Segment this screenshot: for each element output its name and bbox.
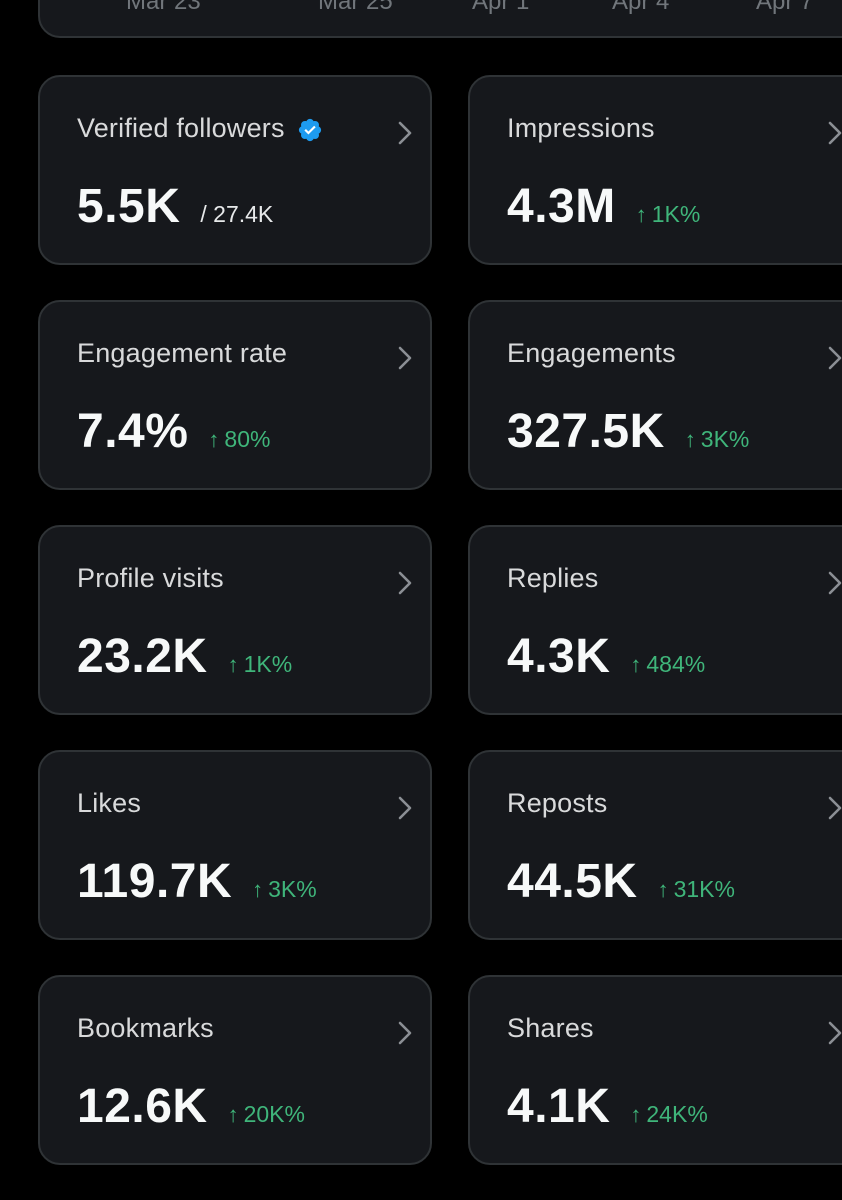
metric-title-wrap: Bookmarks [77,1013,214,1044]
chevron-right-icon[interactable] [826,569,842,597]
metric-value: 4.3K [507,630,611,683]
metric-change: ↑ 3K% [252,876,317,903]
metric-title: Likes [77,788,142,818]
metric-card-verified-followers[interactable]: Verified followers 5.5K / 27.4K [38,75,432,265]
chevron-right-icon[interactable] [826,119,842,147]
metric-change: ↑ 20K% [228,1101,305,1128]
metric-card-reposts[interactable]: Reposts 44.5K ↑ 31K% [468,750,842,940]
metric-change: ↑ 1K% [636,201,701,228]
metric-title: Impressions [507,113,655,143]
chevron-right-icon[interactable] [396,1019,414,1047]
arrow-up-icon: ↑ [227,1102,239,1127]
chevron-right-icon[interactable] [396,344,414,372]
chevron-right-icon[interactable] [826,344,842,372]
metric-value: 4.3M [507,180,616,233]
metric-title-wrap: Engagement rate [77,338,287,369]
metric-change-value: 31K% [673,876,735,902]
metric-title-wrap: Verified followers [77,113,323,144]
metric-title-wrap: Likes [77,788,141,819]
chevron-right-icon[interactable] [396,569,414,597]
metric-change-value: 1K% [651,201,701,227]
metric-value-row: 327.5K ↑ 3K% [507,404,749,459]
x-axis-label: Apr 4 [612,0,670,15]
metric-value: 4.1K [507,1080,611,1133]
metric-title-wrap: Profile visits [77,563,224,594]
metric-title-wrap: Replies [507,563,598,594]
metric-card-engagements[interactable]: Engagements 327.5K ↑ 3K% [468,300,842,490]
chevron-right-icon[interactable] [826,1019,842,1047]
arrow-up-icon: ↑ [657,877,669,902]
chart-card[interactable]: Mar 23 Mar 25 Apr 1 Apr 4 Apr 7 [38,0,842,38]
metric-value-row: 44.5K ↑ 31K% [507,854,735,909]
metric-title: Reposts [507,788,608,818]
metric-change-value: 20K% [243,1101,305,1127]
metric-change-value: 80% [224,426,271,452]
metric-value: 119.7K [77,855,233,908]
metric-title: Engagements [507,338,676,368]
chevron-right-icon[interactable] [826,794,842,822]
metric-value: 44.5K [507,855,638,908]
x-axis-label: Apr 1 [472,0,530,15]
metric-value: 5.5K [77,180,181,233]
metric-value: 7.4% [77,405,189,458]
metric-value-row: 12.6K ↑ 20K% [77,1079,305,1134]
metric-title-wrap: Shares [507,1013,594,1044]
metric-title-wrap: Impressions [507,113,655,144]
metric-card-shares[interactable]: Shares 4.1K ↑ 24K% [468,975,842,1165]
metric-title: Verified followers [77,113,285,143]
arrow-up-icon: ↑ [630,1102,642,1127]
metric-change: ↑ 31K% [658,876,735,903]
metric-card-bookmarks[interactable]: Bookmarks 12.6K ↑ 20K% [38,975,432,1165]
metric-value-row: 23.2K ↑ 1K% [77,629,292,684]
arrow-up-icon: ↑ [630,652,642,677]
metric-change: ↑ 484% [630,651,705,678]
arrow-up-icon: ↑ [635,202,647,227]
metric-change-value: 3K% [700,426,750,452]
arrow-up-icon: ↑ [227,652,239,677]
metric-change-value: 1K% [243,651,293,677]
metric-value-row: 4.1K ↑ 24K% [507,1079,708,1134]
x-axis-label: Mar 23 [126,0,201,15]
metric-card-likes[interactable]: Likes 119.7K ↑ 3K% [38,750,432,940]
metric-change-value: 484% [646,651,706,677]
metric-change: ↑ 3K% [685,426,750,453]
metric-title: Shares [507,1013,594,1043]
verified-badge-icon [298,118,321,141]
metric-value-row: 4.3K ↑ 484% [507,629,705,684]
metric-value-row: 7.4% ↑ 80% [77,404,270,459]
metric-title: Profile visits [77,563,224,593]
arrow-up-icon: ↑ [684,427,696,452]
arrow-up-icon: ↑ [252,877,264,902]
metric-card-engagement-rate[interactable]: Engagement rate 7.4% ↑ 80% [38,300,432,490]
metric-change: ↑ 1K% [228,651,293,678]
metric-change: ↑ 24K% [630,1101,707,1128]
metric-value-row: 5.5K / 27.4K [77,179,273,234]
metric-title-wrap: Engagements [507,338,676,369]
metric-title: Bookmarks [77,1013,214,1043]
metric-total: / 27.4K [200,201,274,227]
metric-title: Replies [507,563,599,593]
metric-card-profile-visits[interactable]: Profile visits 23.2K ↑ 1K% [38,525,432,715]
chevron-right-icon[interactable] [396,794,414,822]
metric-title-wrap: Reposts [507,788,607,819]
metric-value: 327.5K [507,405,665,458]
chevron-right-icon[interactable] [396,119,414,147]
metric-change-value: 3K% [268,876,317,902]
metric-value: 23.2K [77,630,208,683]
metric-card-impressions[interactable]: Impressions 4.3M ↑ 1K% [468,75,842,265]
arrow-up-icon: ↑ [208,427,220,452]
x-axis-label: Apr 7 [756,0,814,15]
x-axis-label: Mar 25 [318,0,393,15]
metric-change-value: 24K% [646,1101,708,1127]
metric-change: ↑ 80% [208,426,270,453]
metric-value-row: 119.7K ↑ 3K% [77,854,317,909]
metric-value: 12.6K [77,1080,208,1133]
metric-title: Engagement rate [77,338,288,368]
metric-value-row: 4.3M ↑ 1K% [507,179,700,234]
metric-card-replies[interactable]: Replies 4.3K ↑ 484% [468,525,842,715]
